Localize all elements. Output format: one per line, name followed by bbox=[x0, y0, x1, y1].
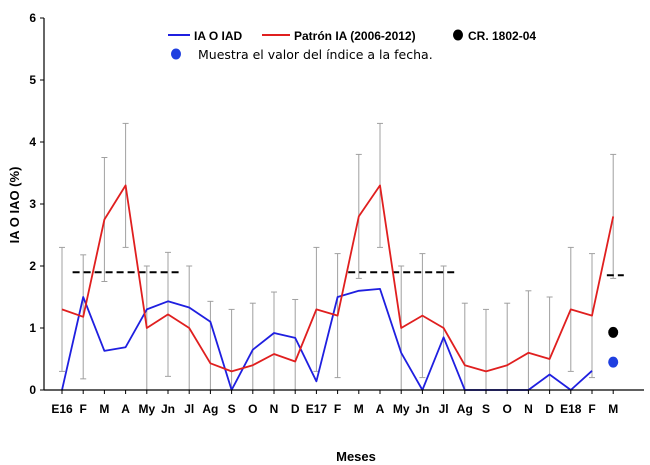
x-tick-label: M bbox=[99, 402, 109, 416]
y-tick-label: 5 bbox=[29, 73, 36, 87]
series-line-2 bbox=[61, 184, 615, 373]
x-tick-label: D bbox=[545, 402, 554, 416]
x-tick-label: A bbox=[121, 402, 130, 416]
x-tick-label: Ag bbox=[202, 402, 218, 416]
x-tick-label: S bbox=[482, 402, 490, 416]
x-tick-label: M bbox=[354, 402, 364, 416]
x-tick-label: M bbox=[608, 402, 618, 416]
legend-marker-blue-dot bbox=[171, 48, 181, 60]
x-tick-label: E18 bbox=[560, 402, 582, 416]
x-tick-label: F bbox=[80, 402, 87, 416]
y-tick-label: 1 bbox=[29, 321, 36, 335]
x-tick-label: Jl bbox=[184, 402, 194, 416]
legend-label-series-2: Patrón IA (2006-2012) bbox=[294, 29, 416, 43]
x-tick-label: O bbox=[248, 402, 257, 416]
x-tick-label: Jn bbox=[161, 402, 175, 416]
plot-area bbox=[59, 122, 624, 391]
x-tick-label: F bbox=[334, 402, 341, 416]
y-tick-label: 3 bbox=[29, 197, 36, 211]
y-tick-label: 0 bbox=[29, 383, 36, 397]
x-tick-label: A bbox=[376, 402, 385, 416]
legend-label-series-1: IA O IAD bbox=[194, 29, 243, 43]
x-tick-label: S bbox=[228, 402, 236, 416]
x-ticks: E16 F M A My Jn Jl Ag S O N D E17 F M A My Jn Jl Ag S O N D E18 F… bbox=[51, 390, 618, 416]
series-line-1 bbox=[61, 288, 593, 391]
x-tick-label: N bbox=[524, 402, 533, 416]
x-tick-label: O bbox=[503, 402, 512, 416]
x-tick-label: E17 bbox=[306, 402, 328, 416]
x-tick-label: D bbox=[291, 402, 300, 416]
y-tick-label: 6 bbox=[29, 11, 36, 25]
y-axis-title: IA O IAO (%) bbox=[7, 167, 22, 244]
x-tick-label: My bbox=[393, 402, 410, 416]
legend-marker-black-dot bbox=[453, 29, 463, 41]
x-tick-label: F bbox=[588, 402, 595, 416]
x-axis-title: Meses bbox=[336, 449, 376, 464]
x-tick-label: E16 bbox=[51, 402, 73, 416]
marker-cr-dot bbox=[608, 326, 619, 338]
legend-note: Muestra el valor del índice a la fecha. bbox=[198, 47, 433, 62]
threshold-lines bbox=[72, 271, 624, 277]
x-tick-label: N bbox=[270, 402, 279, 416]
x-tick-label: Ag bbox=[457, 402, 473, 416]
x-tick-label: My bbox=[138, 402, 155, 416]
x-tick-label: Jn bbox=[415, 402, 429, 416]
y-tick-label: 4 bbox=[29, 135, 36, 149]
x-tick-label: Jl bbox=[439, 402, 449, 416]
point-markers bbox=[608, 326, 619, 368]
y-tick-label: 2 bbox=[29, 259, 36, 273]
legend: IA O IAD Patrón IA (2006-2012) CR. 1802-… bbox=[168, 29, 536, 62]
y-ticks: 0 1 2 3 4 5 6 bbox=[29, 11, 44, 397]
legend-label-marker-cr: CR. 1802-04 bbox=[468, 29, 536, 43]
error-bars bbox=[59, 122, 617, 390]
marker-current-value-dot bbox=[608, 356, 619, 368]
